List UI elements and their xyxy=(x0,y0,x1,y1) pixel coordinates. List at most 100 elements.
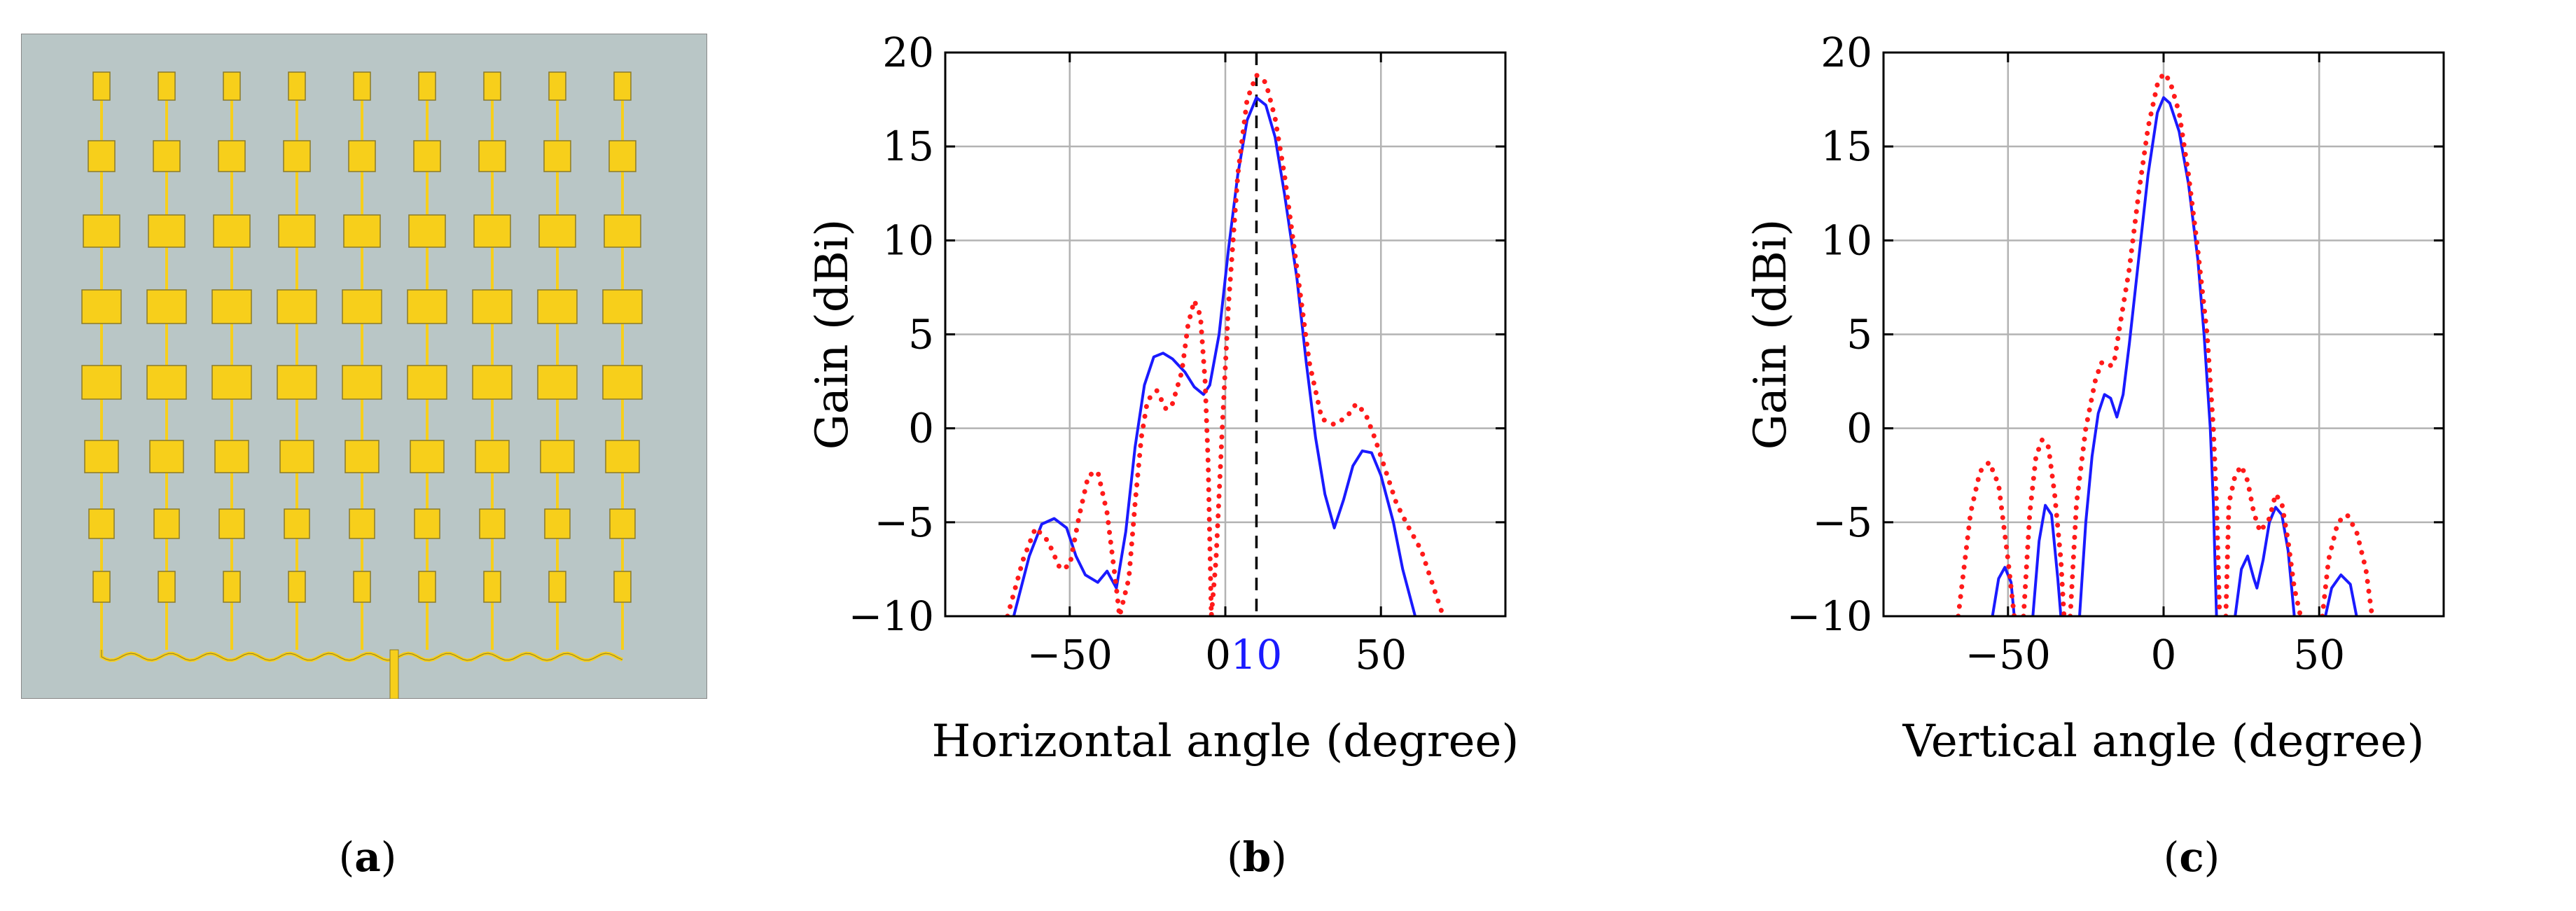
patch-element xyxy=(211,289,252,324)
patch-element xyxy=(218,140,246,172)
antenna-column xyxy=(211,71,252,650)
patch-element xyxy=(418,71,436,101)
patch-element xyxy=(158,571,176,603)
antenna-column xyxy=(407,71,447,650)
antenna-column xyxy=(146,71,187,650)
patch-element xyxy=(92,571,111,603)
x-tick-label: 50 xyxy=(1355,631,1407,679)
y-tick-label: 15 xyxy=(882,123,934,170)
patch-element xyxy=(407,289,447,324)
patch-element xyxy=(540,440,575,473)
antenna-array-layout xyxy=(21,34,707,699)
patch-element xyxy=(277,365,317,400)
y-tick-label: −10 xyxy=(1787,592,1872,640)
antenna-column xyxy=(537,71,578,650)
y-tick-label: −5 xyxy=(1813,499,1873,546)
patch-element xyxy=(158,71,176,101)
patch-element xyxy=(353,71,371,101)
patch-element xyxy=(537,365,578,400)
patch-element xyxy=(483,71,501,101)
series-solid-line xyxy=(2324,573,2358,616)
patch-element xyxy=(81,365,122,400)
patch-element xyxy=(413,140,441,172)
x-tick-label: 50 xyxy=(2293,631,2345,679)
y-tick-label: 15 xyxy=(1820,123,1872,170)
patch-element xyxy=(349,508,375,539)
y-tick-label: 0 xyxy=(1846,405,1872,452)
patch-element xyxy=(604,214,641,248)
patch-element xyxy=(223,71,241,101)
marker-tick-label: 10 xyxy=(1231,631,1283,679)
patch-element xyxy=(283,140,311,172)
patch-element xyxy=(343,214,381,248)
patch-element xyxy=(83,214,120,248)
patch-element xyxy=(472,365,513,400)
series-dotted-line xyxy=(1005,72,1446,616)
patch-element xyxy=(472,289,513,324)
patch-element xyxy=(543,140,571,172)
patch-element xyxy=(81,289,122,324)
antenna-column xyxy=(342,71,382,650)
patch-element xyxy=(149,440,184,473)
patch-element xyxy=(153,140,181,172)
x-tick-label: 0 xyxy=(1205,631,1231,679)
patch-element xyxy=(408,214,446,248)
antenna-column xyxy=(81,71,122,650)
patch-element xyxy=(288,71,306,101)
y-tick-label: 20 xyxy=(1820,29,1872,76)
y-axis-label: Gain (dBi) xyxy=(807,219,858,450)
y-tick-label: 5 xyxy=(1846,311,1872,359)
series-dotted-line xyxy=(2320,512,2375,616)
patch-element xyxy=(548,71,566,101)
patch-element xyxy=(278,214,316,248)
patch-element xyxy=(84,440,119,473)
antenna-column xyxy=(472,71,513,650)
antenna-column xyxy=(602,71,643,650)
series-dotted-line xyxy=(1956,459,2017,616)
patch-element xyxy=(479,508,506,539)
feed-port xyxy=(389,649,399,699)
x-tick-label: −50 xyxy=(1027,631,1113,679)
y-tick-label: −10 xyxy=(849,592,934,640)
patch-element xyxy=(146,365,187,400)
y-tick-label: 10 xyxy=(1820,216,1872,264)
patch-element xyxy=(605,440,640,473)
y-axis-label: Gain (dBi) xyxy=(1745,219,1797,450)
patch-element xyxy=(146,289,187,324)
patch-element xyxy=(211,365,252,400)
antenna-column xyxy=(277,71,317,650)
series-solid-line xyxy=(1012,96,1417,616)
patch-element xyxy=(478,140,506,172)
caption-a: (a) xyxy=(338,833,397,881)
patch-element xyxy=(344,440,380,473)
patch-element xyxy=(279,440,314,473)
caption-b: (b) xyxy=(1227,833,1287,881)
patch-element xyxy=(88,508,115,539)
y-tick-label: 20 xyxy=(882,29,934,76)
patch-element xyxy=(407,365,447,400)
patch-element xyxy=(288,571,306,603)
patch-element xyxy=(342,289,382,324)
patch-element xyxy=(88,140,116,172)
patch-element xyxy=(537,289,578,324)
y-tick-label: 0 xyxy=(908,405,934,452)
patch-element xyxy=(548,571,566,603)
patch-element xyxy=(223,571,241,603)
x-tick-label: 0 xyxy=(2151,631,2177,679)
patch-element xyxy=(483,571,501,603)
y-tick-label: 10 xyxy=(882,216,934,264)
patch-element xyxy=(148,214,186,248)
patch-element xyxy=(544,508,571,539)
patch-element xyxy=(92,71,111,101)
patch-element xyxy=(410,440,445,473)
x-axis-label: Horizontal angle (degree) xyxy=(932,716,1519,767)
patch-element xyxy=(602,289,643,324)
patch-element xyxy=(284,508,310,539)
patch-element xyxy=(277,289,317,324)
patch-element xyxy=(602,365,643,400)
patch-element xyxy=(213,214,251,248)
patch-element xyxy=(214,440,249,473)
patch-element xyxy=(538,214,576,248)
